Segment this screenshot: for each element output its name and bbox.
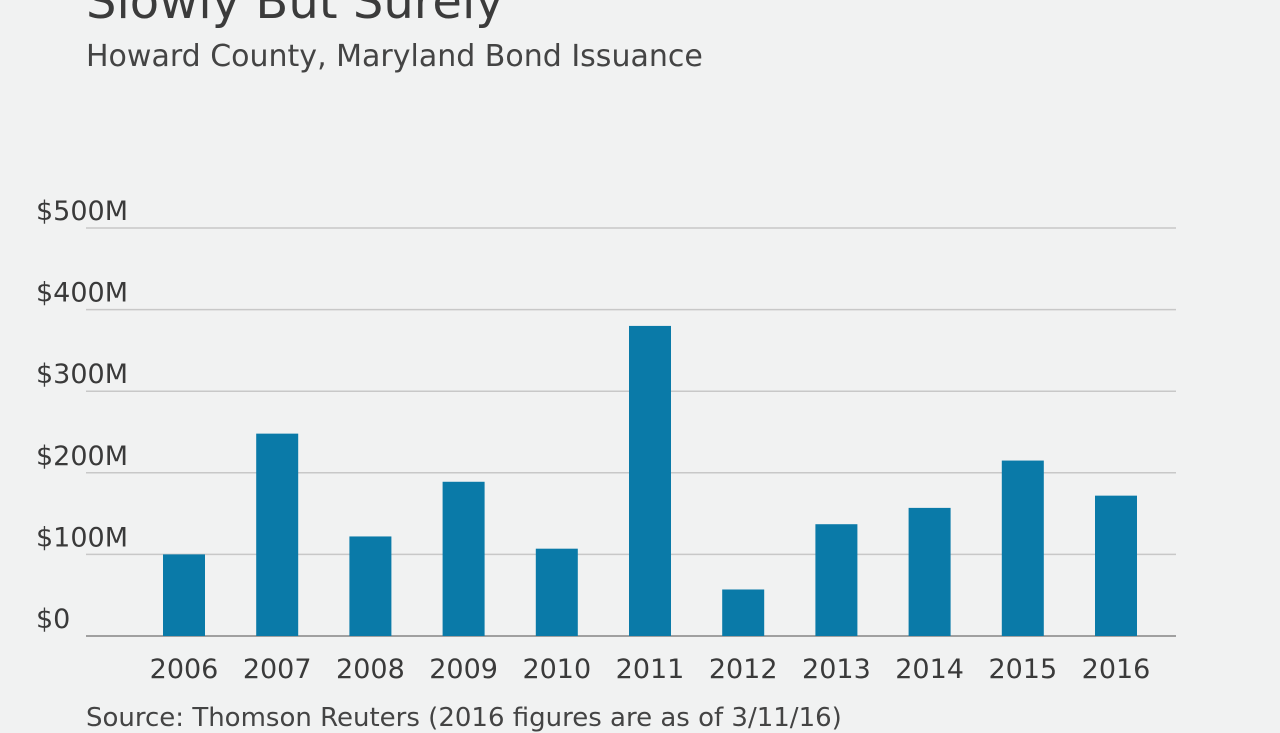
y-tick-label: $400M <box>36 278 128 309</box>
chart-subtitle: Howard County, Maryland Bond Issuance <box>86 39 703 74</box>
bar-2012 <box>722 589 765 636</box>
bar-2007 <box>256 433 299 636</box>
source-note: Source: Thomson Reuters (2016 figures ar… <box>86 703 842 733</box>
x-axis-labels: 2006 2007 2008 2009 2010 2011 2012 2013 2014 2015… <box>150 654 1151 685</box>
bar-2011 <box>629 325 671 636</box>
x-tick-label: 2010 <box>522 654 591 685</box>
bar-2008 <box>349 536 392 636</box>
x-tick-label: 2011 <box>616 654 685 685</box>
x-tick-label: 2009 <box>429 654 498 685</box>
y-tick-label: $200M <box>36 441 128 472</box>
y-tick-label: $0 <box>36 604 70 635</box>
bar-2006 <box>163 554 205 636</box>
y-tick-label: $300M <box>36 359 128 390</box>
x-tick-label: 2008 <box>336 654 405 685</box>
bar-2015 <box>1001 460 1044 636</box>
bar-2016 <box>1095 495 1137 636</box>
y-axis-labels: $0 $100M $200M $300M $400M $500M <box>36 196 128 635</box>
y-tick-label: $100M <box>36 522 128 553</box>
x-tick-label: 2007 <box>243 654 312 685</box>
bar-2014 <box>908 507 951 636</box>
x-tick-label: 2014 <box>895 654 964 685</box>
x-tick-label: 2016 <box>1082 654 1151 685</box>
x-tick-label: 2015 <box>988 654 1057 685</box>
x-tick-label: 2013 <box>802 654 871 685</box>
bar-2009 <box>442 481 485 636</box>
bars <box>163 325 1137 636</box>
chart-title: Slowly But Surely <box>86 0 504 30</box>
bar-2013 <box>815 524 858 636</box>
x-tick-label: 2006 <box>150 654 219 685</box>
bar-2010 <box>535 548 578 636</box>
y-tick-label: $500M <box>36 196 128 227</box>
x-tick-label: 2012 <box>709 654 778 685</box>
